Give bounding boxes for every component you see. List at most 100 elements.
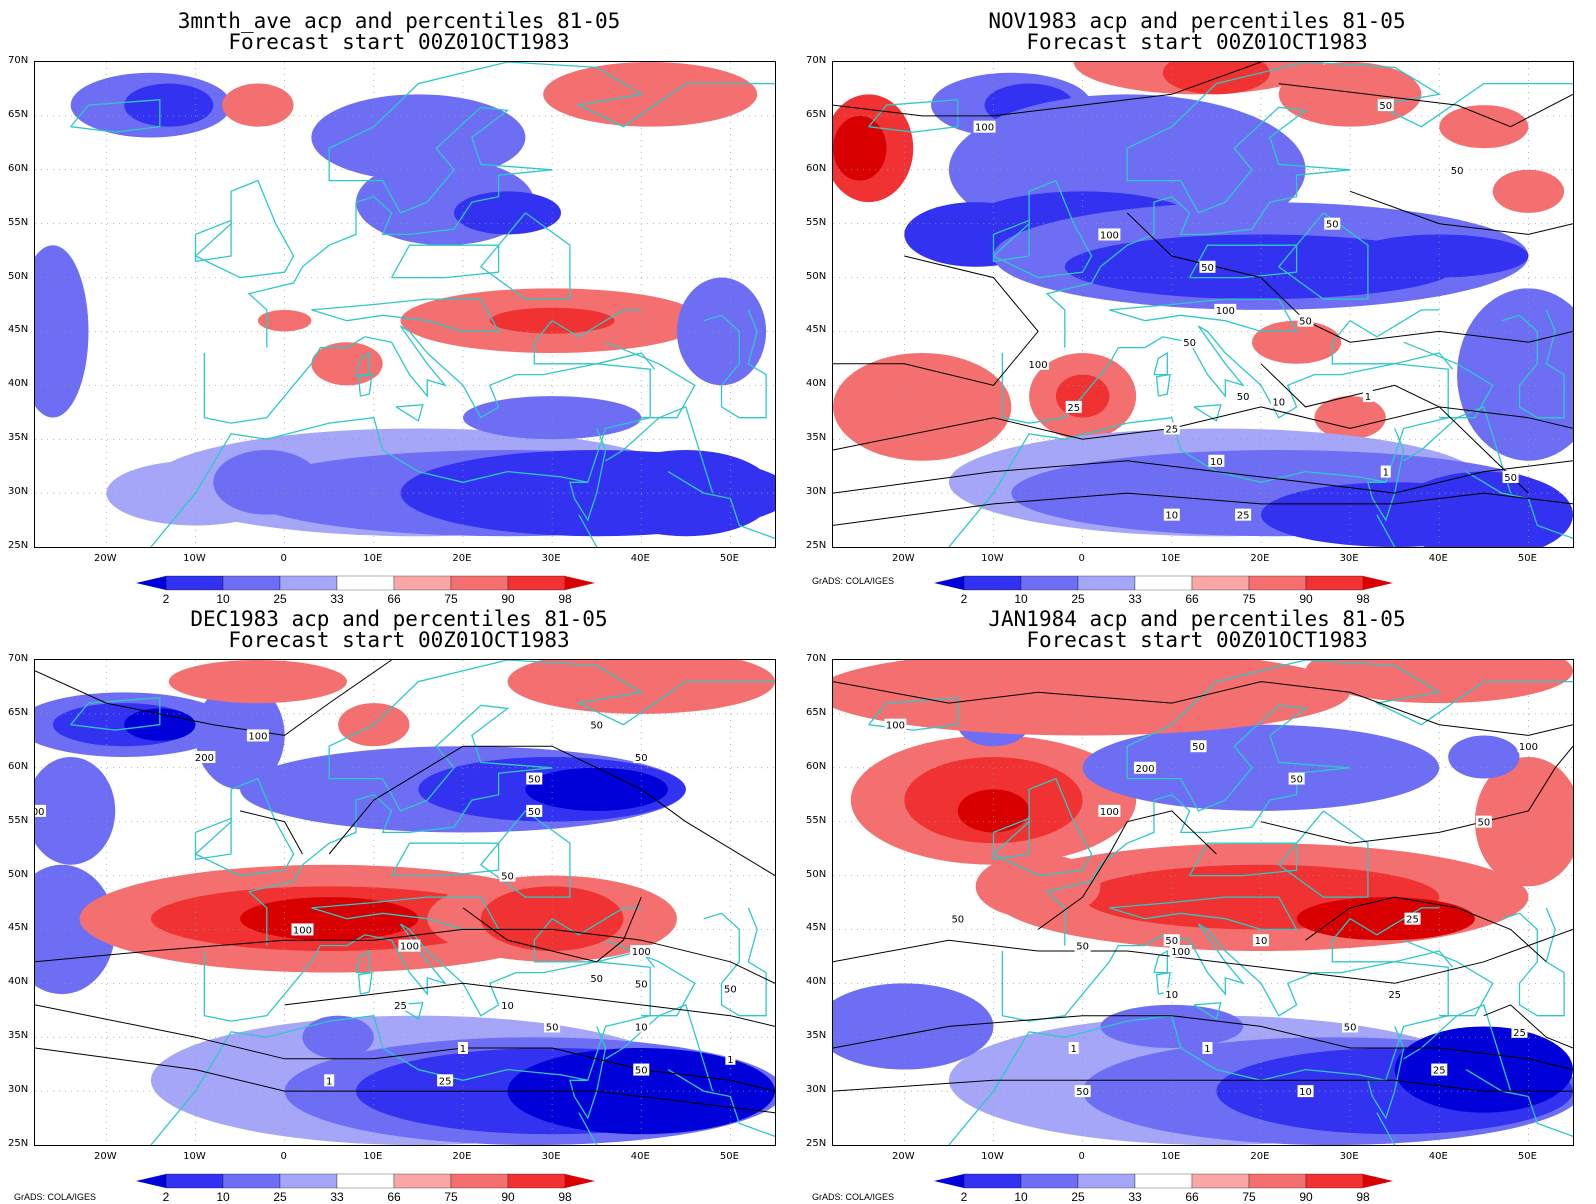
contour-label-bg <box>457 1042 468 1054</box>
contour-label-text: 50 <box>1192 742 1205 753</box>
longitude-label: 10E <box>363 553 383 564</box>
contour-label-text: 200 <box>1136 764 1155 775</box>
contour-label-bg <box>1517 740 1540 753</box>
contour-label-text: 100 <box>886 721 905 732</box>
contour-label-bg <box>1169 945 1192 957</box>
longitude-label: 20E <box>1250 553 1270 564</box>
latitude-label: 35N <box>8 432 29 444</box>
contour-label-text: 10 <box>1165 511 1178 522</box>
colorbar-segment <box>1077 1173 1136 1189</box>
contour-label-text: 50 <box>635 753 648 764</box>
latitude-label: 65N <box>806 108 827 120</box>
contour-label: 10 <box>499 998 516 1012</box>
contour-label: 50 <box>1163 934 1180 947</box>
coastline <box>993 777 1093 877</box>
colorbar-segment <box>165 1173 224 1189</box>
contour-label: 100 <box>398 939 421 953</box>
contour-label-text: 10 <box>1255 936 1268 947</box>
contour-line <box>833 62 1262 117</box>
coastline <box>355 351 370 376</box>
shade-region <box>1350 234 1529 278</box>
latitude-label: 25N <box>806 540 827 551</box>
colorbar <box>934 575 1393 591</box>
coastline <box>1153 351 1168 376</box>
coastline <box>1193 1001 1222 1020</box>
coastline <box>70 696 161 731</box>
colorbar-label: 98 <box>558 592 572 606</box>
colorbar-arrow-right <box>565 576 595 590</box>
colorbar-segment <box>450 575 509 591</box>
contour-label: 100 <box>246 729 269 742</box>
contour-label-bg <box>499 998 516 1011</box>
coastline <box>605 1004 714 1092</box>
latitude-label: 30N <box>806 1084 827 1096</box>
contour-line <box>1037 810 1217 930</box>
contour-label-bg <box>1098 228 1121 241</box>
coastline <box>1403 1004 1512 1092</box>
contour-label: 50 <box>633 1063 650 1077</box>
contour-label-text: 1 <box>1204 1044 1210 1055</box>
colorbar-arrow-left <box>934 576 964 590</box>
contour-label-bg <box>1404 912 1421 925</box>
contour-label-bg <box>884 718 907 731</box>
contour-line <box>35 1047 775 1114</box>
coastline <box>703 309 767 419</box>
contour-label-text: 50 <box>635 979 648 990</box>
contour-label-text: 100 <box>248 731 267 742</box>
map-area: 100 200 50 100 50 50 50 100 50 100 50 25 10 10 25 1 1 50 1… <box>832 659 1574 1146</box>
map-area <box>34 61 776 548</box>
contour-label-text: 10 <box>1165 990 1178 1001</box>
contour-label: 25 <box>392 998 409 1012</box>
colorbar-label: 10 <box>1014 1190 1028 1204</box>
colorbar-label: 2 <box>162 1190 170 1204</box>
colorbar-label: 33 <box>1128 1190 1142 1204</box>
coastlines <box>70 62 775 547</box>
colorbar-segment <box>1020 1173 1079 1189</box>
contour-label-bg <box>1208 454 1225 467</box>
contour-label-bg <box>35 804 46 817</box>
colorbar-label: 98 <box>1356 592 1370 606</box>
colorbar-segment <box>222 575 281 591</box>
coastline <box>357 373 373 397</box>
longitude-label: 10E <box>363 1151 383 1162</box>
map-panel: JAN1984 acp and percentiles 81-05 Forecas… <box>798 598 1596 1204</box>
contour-line <box>1349 190 1573 235</box>
contour-label-text: 50 <box>590 721 603 732</box>
coastline <box>1153 949 1168 974</box>
contour-label: 50 <box>1190 740 1207 753</box>
longitude-label: 50E <box>719 553 739 564</box>
coastline <box>605 341 696 419</box>
contour-label-bg <box>398 939 421 952</box>
contour-label-bg <box>1342 1020 1359 1033</box>
coastline <box>569 428 607 522</box>
contour-label: 50 <box>1288 772 1305 786</box>
contour-label-text: 50 <box>1201 263 1214 274</box>
contour-label: 100 <box>1098 228 1121 241</box>
coastline <box>1376 514 1396 547</box>
shade-region <box>507 660 775 714</box>
contour-label-bg <box>1163 988 1180 1001</box>
colorbar-label: 2 <box>162 592 170 606</box>
contour-label-text: 25 <box>1165 424 1178 435</box>
shade-region <box>833 353 1012 461</box>
contour-label-bg <box>633 1063 650 1076</box>
panel-subtitle: Forecast start 00Z01OCT1983 <box>1026 628 1368 652</box>
longitude-label: 0 <box>280 1151 287 1162</box>
colorbar-segment <box>507 575 566 591</box>
contour-label-text: 50 <box>546 1022 559 1033</box>
map-canvas: 100 200 100 50 50 50 50 50 100 100 100 50 50 25 10 1 1 25… <box>35 660 775 1145</box>
coastline <box>948 325 1449 547</box>
colorbar-segment <box>393 1173 452 1189</box>
shade-region <box>525 767 669 811</box>
contour-line <box>833 492 1573 526</box>
contour-label: 25 <box>1386 988 1403 1001</box>
panel-subtitle: Forecast start 00Z01OCT1983 <box>1026 30 1368 54</box>
colorbar-segment <box>222 1173 281 1189</box>
contour-label-text: 1 <box>1383 468 1389 479</box>
contour-label-bg <box>1324 217 1341 230</box>
shade-region <box>543 62 758 127</box>
contour-line <box>462 896 642 963</box>
latitude-label: 50N <box>8 270 29 282</box>
colorbar-label: 25 <box>273 1190 287 1204</box>
